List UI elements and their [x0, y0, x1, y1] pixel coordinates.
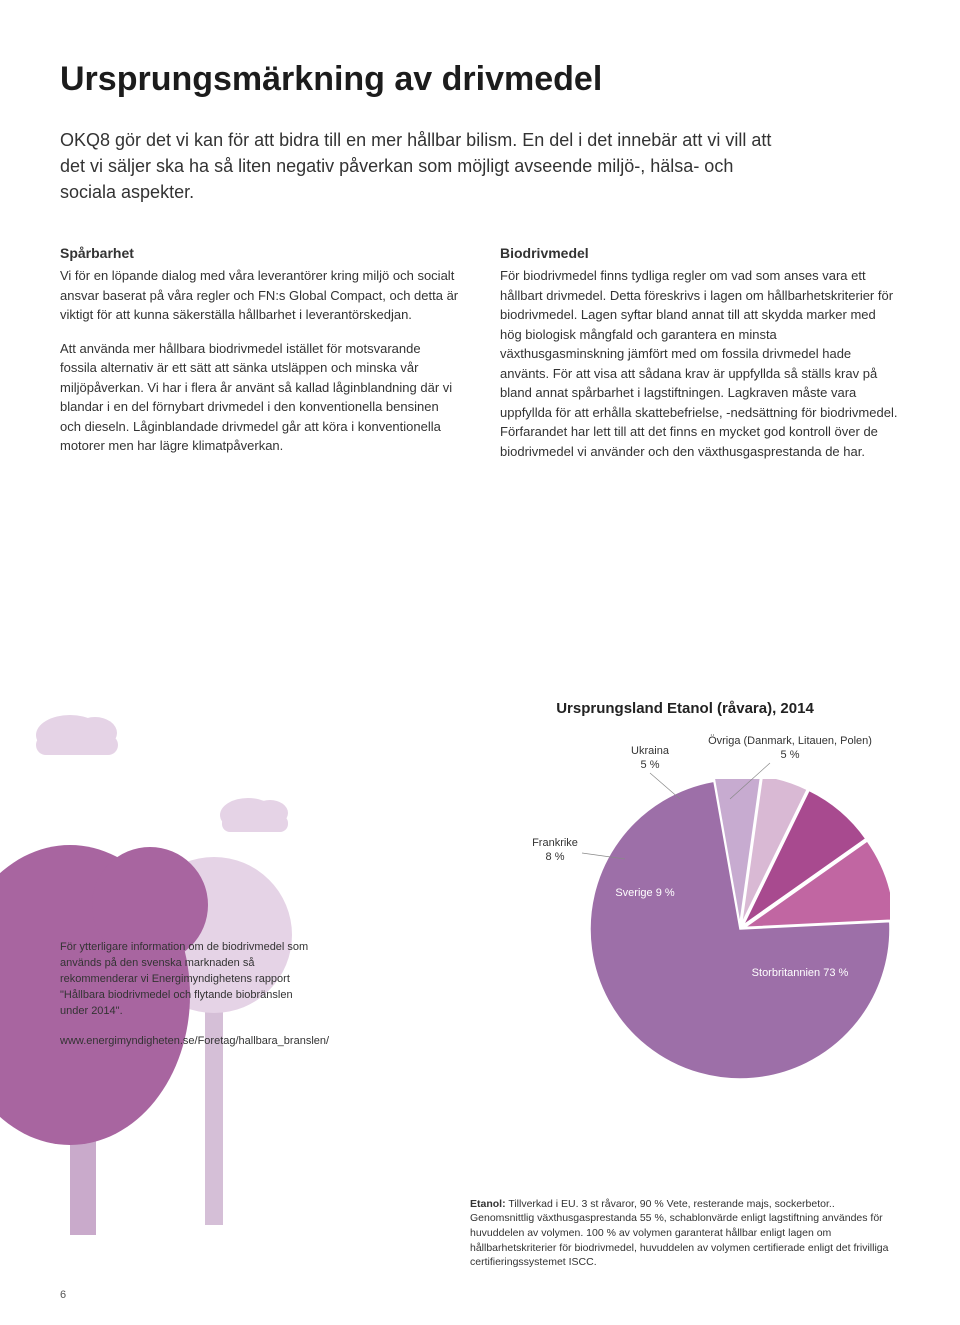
footnote-box: För ytterligare information om de biodri… [60, 940, 320, 1050]
label-ukraina: Ukraina 5 % [620, 745, 680, 773]
label-sverige: Sverige 9 % [615, 887, 675, 901]
chart-wrap: Ukraina 5 % Övriga (Danmark, Litauen, Po… [470, 729, 900, 1089]
bottom-note-bold: Etanol: [470, 1198, 506, 1210]
label-uk-pct: 73 % [823, 967, 848, 979]
pie-chart-svg [590, 779, 890, 1079]
right-heading: Biodrivmedel [500, 243, 900, 264]
bottom-note-text: Tillverkad i EU. 3 st råvaror, 90 % Vete… [470, 1198, 888, 1269]
footnote-text: För ytterligare information om de biodri… [60, 940, 320, 1020]
label-frankrike: Frankrike 8 % [525, 837, 585, 865]
label-uk-name: Storbritannien [752, 967, 821, 979]
label-sverige-name: Sverige [615, 887, 652, 899]
page-title: Ursprungsmärkning av drivmedel [60, 60, 900, 99]
label-frankrike-name: Frankrike [532, 837, 578, 849]
document-page: Ursprungsmärkning av drivmedel OKQ8 gör … [0, 0, 960, 1325]
label-ukraina-pct: 5 % [620, 759, 680, 773]
two-column-block: Spårbarhet Vi för en löpande dialog med … [60, 243, 900, 475]
label-uk: Storbritannien 73 % [750, 967, 850, 981]
label-frankrike-pct: 8 % [525, 851, 585, 865]
label-ovriga-pct: 5 % [700, 749, 880, 763]
pie-chart-area: Ursprungsland Etanol (råvara), 2014 Ukra… [470, 700, 900, 1089]
left-p2: Att använda mer hållbara biodrivmedel is… [60, 339, 460, 456]
intro-paragraph: OKQ8 gör det vi kan för att bidra till e… [60, 127, 780, 205]
right-p1: För biodrivmedel finns tydliga regler om… [500, 266, 900, 461]
page-number: 6 [60, 1289, 66, 1301]
label-ovriga-name: Övriga (Danmark, Litauen, Polen) [708, 735, 872, 747]
bottom-note: Etanol: Tillverkad i EU. 3 st råvaror, 9… [470, 1197, 900, 1270]
left-column: Spårbarhet Vi för en löpande dialog med … [60, 243, 460, 475]
footnote-link: www.energimyndigheten.se/Foretag/hallbar… [60, 1034, 320, 1050]
right-column: Biodrivmedel För biodrivmedel finns tydl… [500, 243, 900, 475]
label-ukraina-name: Ukraina [631, 745, 669, 757]
label-ovriga: Övriga (Danmark, Litauen, Polen) 5 % [700, 735, 880, 763]
label-sverige-pct: 9 % [656, 887, 675, 899]
left-heading: Spårbarhet [60, 243, 460, 264]
chart-title: Ursprungsland Etanol (råvara), 2014 [470, 700, 900, 717]
left-p1: Vi för en löpande dialog med våra levera… [60, 266, 460, 325]
